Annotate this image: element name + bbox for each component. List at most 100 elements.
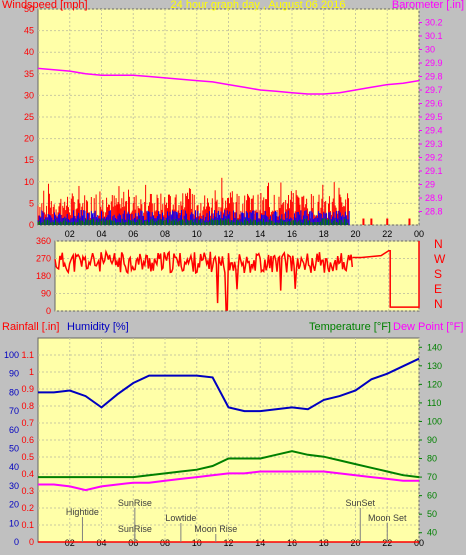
event-label: Moon Set	[368, 513, 407, 523]
graph-title: 24 hour graph day , August 06 2016	[171, 0, 346, 11]
temperature-tick-label: 130	[427, 361, 442, 371]
rain-tick-label: 0.9	[21, 384, 34, 394]
event-label: Moon Rise	[194, 524, 237, 534]
compass-direction-label: N	[434, 237, 443, 251]
humidity-tick-label: 20	[9, 500, 19, 510]
hour-tick-label: 02	[65, 538, 75, 548]
temperature-tick-label: 120	[427, 379, 442, 389]
wind-speed-bars	[37, 177, 411, 225]
barometer-tick-label: 29.9	[425, 58, 443, 68]
barometer-tick-label: 29.2	[425, 153, 443, 163]
rain-tick-label: 0.4	[21, 469, 34, 479]
wind-tick-label: 5	[29, 198, 34, 208]
direction-tick-label: 270	[36, 254, 51, 264]
hour-tick-label: 18	[319, 538, 329, 548]
rain-tick-label: 0.8	[21, 401, 34, 411]
barometer-tick-label: 28.8	[425, 207, 443, 217]
hour-tick-label: 00	[414, 538, 424, 548]
windspeed-axis-label: Windspeed [mph]	[2, 0, 88, 11]
barometer-tick-label: 29	[425, 180, 435, 190]
rain-tick-label: 0.5	[21, 452, 34, 462]
hour-tick-label: 10	[192, 229, 202, 239]
rain-tick-label: 1.1	[21, 350, 34, 360]
barometer-tick-label: 28.9	[425, 193, 443, 203]
hour-tick-label: 16	[287, 538, 297, 548]
humidity-tick-label: 60	[9, 425, 19, 435]
barometer-tick-label: 29.4	[425, 126, 443, 136]
rain-tick-labels: 00.10.20.30.40.50.60.70.80.911.101020304…	[4, 342, 442, 548]
event-label: SunRise	[118, 498, 152, 508]
wind-tick-label: 50	[24, 4, 34, 14]
barometer-tick-label: 29.3	[425, 139, 443, 149]
humidity-tick-label: 40	[9, 462, 19, 472]
rain-tick-label: 0.6	[21, 435, 34, 445]
hour-tick-label: 22	[382, 229, 392, 239]
event-label: Hightide	[66, 507, 99, 517]
humidity-tick-label: 50	[9, 444, 19, 454]
temperature-tick-label: 110	[427, 398, 441, 408]
hour-tick-label: 04	[96, 538, 106, 548]
rain-tick-label: 0.3	[21, 486, 34, 496]
temperature-tick-label: 40	[427, 528, 437, 538]
rain-tick-label: 0.7	[21, 418, 34, 428]
compass-direction-label: W	[434, 252, 446, 266]
hour-tick-label: 12	[223, 229, 233, 239]
barometer-axis-label: Barometer [.in]	[392, 0, 464, 11]
hour-tick-label: 16	[287, 229, 297, 239]
wind-direction-tail	[352, 241, 420, 308]
hour-tick-label: 12	[223, 538, 233, 548]
barometer-tick-label: 30	[425, 45, 435, 55]
wind-tick-label: 45	[24, 26, 34, 36]
hour-tick-label: 04	[96, 229, 106, 239]
humidity-tick-label: 70	[9, 406, 19, 416]
humidity-tick-label: 100	[4, 350, 19, 360]
hour-tick-label: 20	[350, 229, 360, 239]
wind-tick-label: 30	[24, 90, 34, 100]
wind-tick-label: 25	[24, 112, 34, 122]
humidity-tick-label: 0	[14, 537, 19, 547]
barometer-tick-label: 29.1	[425, 166, 443, 176]
hour-tick-label: 02	[65, 229, 75, 239]
dewpoint-axis-label: Dew Point [°F]	[393, 321, 463, 333]
temperature-tick-label: 90	[427, 435, 437, 445]
wind-tick-label: 20	[24, 134, 34, 144]
humidity-tick-label: 10	[9, 518, 19, 528]
hour-tick-label: 06	[128, 538, 138, 548]
humidity-axis-label: Humidity [%]	[67, 321, 129, 333]
temperature-tick-label: 100	[427, 416, 442, 426]
temperature-tick-label: 140	[427, 342, 442, 352]
event-label: Lowtide	[165, 513, 196, 523]
hour-tick-label: 14	[255, 229, 265, 239]
barometer-tick-label: 29.6	[425, 99, 443, 109]
compass-direction-label: E	[434, 282, 442, 296]
direction-tick-label: 360	[36, 236, 51, 246]
humidity-tick-label: 80	[9, 387, 19, 397]
barometer-tick-label: 30.1	[425, 31, 443, 41]
hour-tick-label: 20	[350, 538, 360, 548]
wind-tick-label: 0	[29, 220, 34, 230]
barometer-tick-label: 29.7	[425, 85, 443, 95]
temperature-tick-label: 60	[427, 491, 437, 501]
dewpoint-line	[38, 470, 419, 492]
direction-tick-label: 180	[36, 271, 51, 281]
direction-tick-labels: 0 90 180 270 360	[36, 236, 51, 316]
hour-tick-label: 00	[414, 229, 424, 239]
rain-tick-label: 0.1	[21, 520, 34, 530]
temperature-tick-label: 80	[427, 454, 437, 464]
event-label: SunSet	[345, 498, 375, 508]
hour-tick-label: 10	[192, 538, 202, 548]
temperature-line	[38, 450, 420, 479]
wind-tick-labels: 0 5 10 15 20 25 30 35 40 45 50 28.8 28.9 29 29.1 29.2 29…	[24, 4, 443, 239]
humidity-line	[38, 357, 420, 413]
hour-tick-label: 18	[319, 229, 329, 239]
temperature-tick-label: 50	[427, 509, 437, 519]
hour-tick-label: 14	[255, 538, 265, 548]
wind-tick-label: 10	[24, 177, 34, 187]
rain-tick-label: 1	[29, 367, 34, 377]
temperature-axis-label: Temperature [°F]	[309, 321, 391, 333]
humidity-tick-label: 90	[9, 369, 19, 379]
